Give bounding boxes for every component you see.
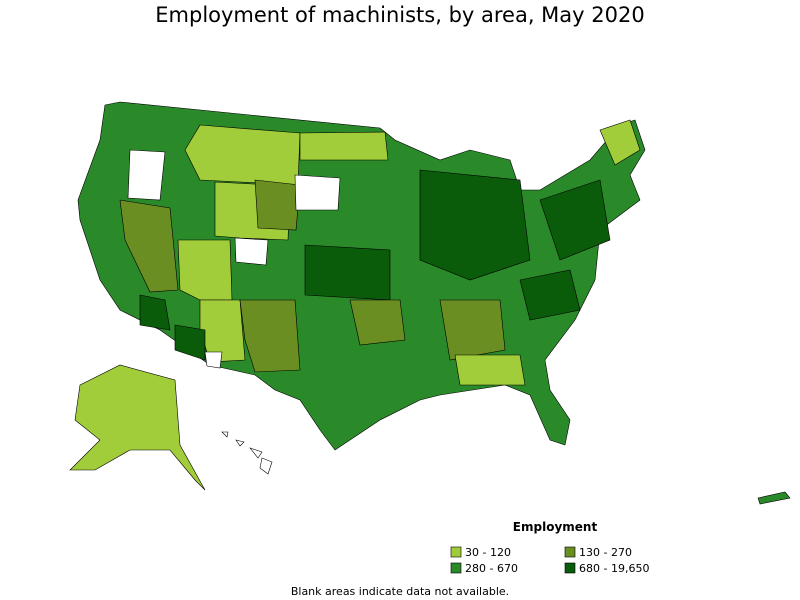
- legend-items: 30 - 120 130 - 270 280 - 670 680 - 19,650: [450, 546, 649, 575]
- legend-label: 280 - 670: [465, 562, 518, 575]
- hawaii: [221, 431, 273, 475]
- region: [349, 299, 406, 346]
- puerto-rico: [757, 491, 791, 505]
- region: [119, 199, 179, 293]
- map: [69, 101, 791, 505]
- region: [177, 239, 233, 301]
- region: [139, 294, 171, 331]
- blank-area: [294, 174, 341, 211]
- region: [439, 299, 506, 361]
- legend-label: 130 - 270: [579, 546, 632, 559]
- map-title: Employment of machinists, by area, May 2…: [155, 3, 644, 27]
- legend-title: Employment: [513, 520, 598, 534]
- legend-swatch: [450, 546, 462, 558]
- region: [304, 244, 391, 301]
- legend-swatch: [564, 546, 576, 558]
- region: [519, 269, 581, 321]
- legend-label: 30 - 120: [465, 546, 511, 559]
- alaska: [69, 364, 206, 491]
- legend-swatch: [564, 562, 576, 574]
- region: [184, 124, 301, 186]
- blank-area: [127, 149, 166, 201]
- legend-label: 680 - 19,650: [579, 562, 649, 575]
- region: [599, 119, 641, 166]
- region: [199, 299, 246, 363]
- region: [419, 169, 531, 281]
- blank-area: [204, 351, 223, 369]
- region: [239, 299, 301, 373]
- region: [539, 179, 611, 261]
- region: [174, 324, 206, 361]
- legend-swatch: [450, 562, 462, 574]
- region: [254, 179, 301, 231]
- region: [454, 354, 526, 386]
- blank-area: [234, 237, 269, 266]
- legend: Employment 30 - 120 130 - 270 280 - 670 680…: [450, 520, 649, 575]
- footnote: Blank areas indicate data not available.: [291, 585, 509, 598]
- region: [299, 131, 389, 161]
